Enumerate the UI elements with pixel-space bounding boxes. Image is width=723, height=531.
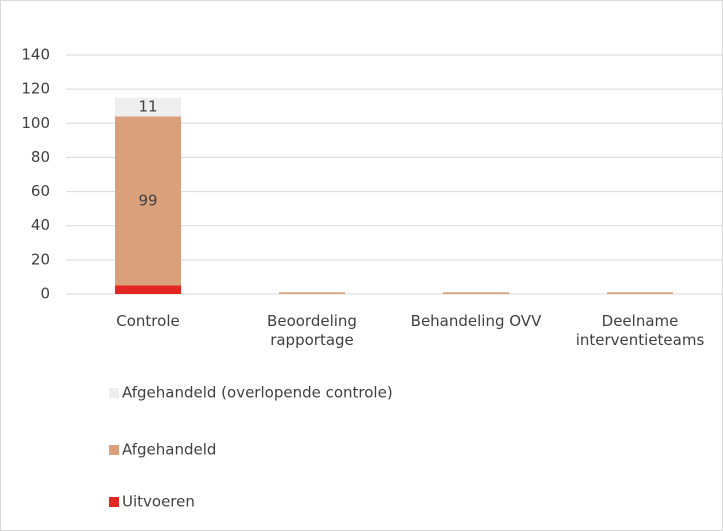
legend-swatch: [109, 388, 119, 398]
legend-label: Uitvoeren: [122, 493, 195, 511]
bar-segment: [279, 292, 345, 294]
legend-label: Afgehandeld (overlopende controle): [122, 384, 393, 402]
y-tick-label: 20: [31, 250, 50, 268]
x-tick-label: Deelname interventieteams: [575, 312, 705, 349]
bar-segment: [607, 292, 673, 294]
y-tick-label: 60: [31, 182, 50, 200]
x-tick-label: Behandeling OVV: [410, 312, 542, 330]
y-tick-label: 120: [21, 80, 50, 98]
bar-segment: [115, 97, 181, 117]
y-tick-label: 100: [21, 114, 50, 132]
data-label: 99: [138, 191, 157, 209]
y-tick-label: 140: [21, 46, 50, 64]
y-tick-label: 80: [31, 148, 50, 166]
bar-segment: [115, 116, 181, 286]
data-label: 11: [138, 98, 157, 116]
legend-label: Afgehandeld: [122, 441, 216, 459]
x-tick-label: Controle: [116, 312, 180, 330]
bar-segment: [443, 292, 509, 294]
y-tick-label: 40: [31, 216, 50, 234]
legend-swatch: [109, 445, 119, 455]
y-tick-label: 0: [40, 285, 50, 303]
bar-segment: [115, 285, 181, 294]
legend-swatch: [109, 497, 119, 507]
x-tick-label: Beoordeling rapportage: [267, 312, 357, 349]
